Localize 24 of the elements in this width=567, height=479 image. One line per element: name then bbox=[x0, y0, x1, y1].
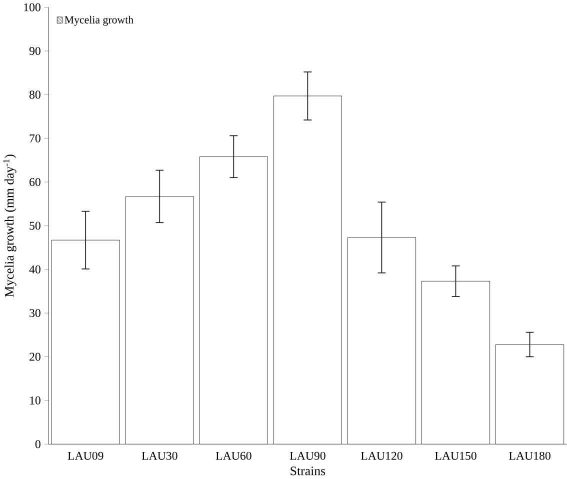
x-tick-label: LAU09 bbox=[68, 452, 104, 460]
y-tick-label: 40 bbox=[29, 266, 40, 274]
bar bbox=[422, 281, 490, 444]
x-tick-label: LAU120 bbox=[360, 452, 402, 460]
y-tick-label: 60 bbox=[30, 178, 40, 186]
y-tick-label: 20 bbox=[30, 352, 40, 361]
x-tick-label: LAU150 bbox=[435, 452, 476, 460]
x-tick-label: LAU90 bbox=[290, 452, 326, 460]
x-tick-label: LAU30 bbox=[142, 452, 178, 460]
x-axis-title: Strains bbox=[290, 466, 326, 476]
y-tick-label: 100 bbox=[24, 4, 40, 12]
x-tick-label: LAU180 bbox=[509, 452, 550, 460]
bar bbox=[199, 156, 268, 444]
legend-label: Mycelia growth bbox=[64, 16, 134, 26]
y-tick-label: 70 bbox=[30, 134, 40, 143]
y-tick-label: 0 bbox=[35, 440, 40, 448]
bar bbox=[51, 240, 120, 444]
x-tick-label: LAU60 bbox=[216, 452, 252, 460]
y-tick-label: 90 bbox=[29, 47, 40, 56]
y-tick-label: 80 bbox=[29, 90, 40, 99]
y-tick-label: 30 bbox=[30, 309, 40, 318]
y-tick-label: 10 bbox=[30, 396, 40, 405]
y-tick-label: 50 bbox=[30, 222, 40, 230]
y-axis-title: Mycelia growth (mm day$^{-1}$) bbox=[3, 154, 16, 298]
